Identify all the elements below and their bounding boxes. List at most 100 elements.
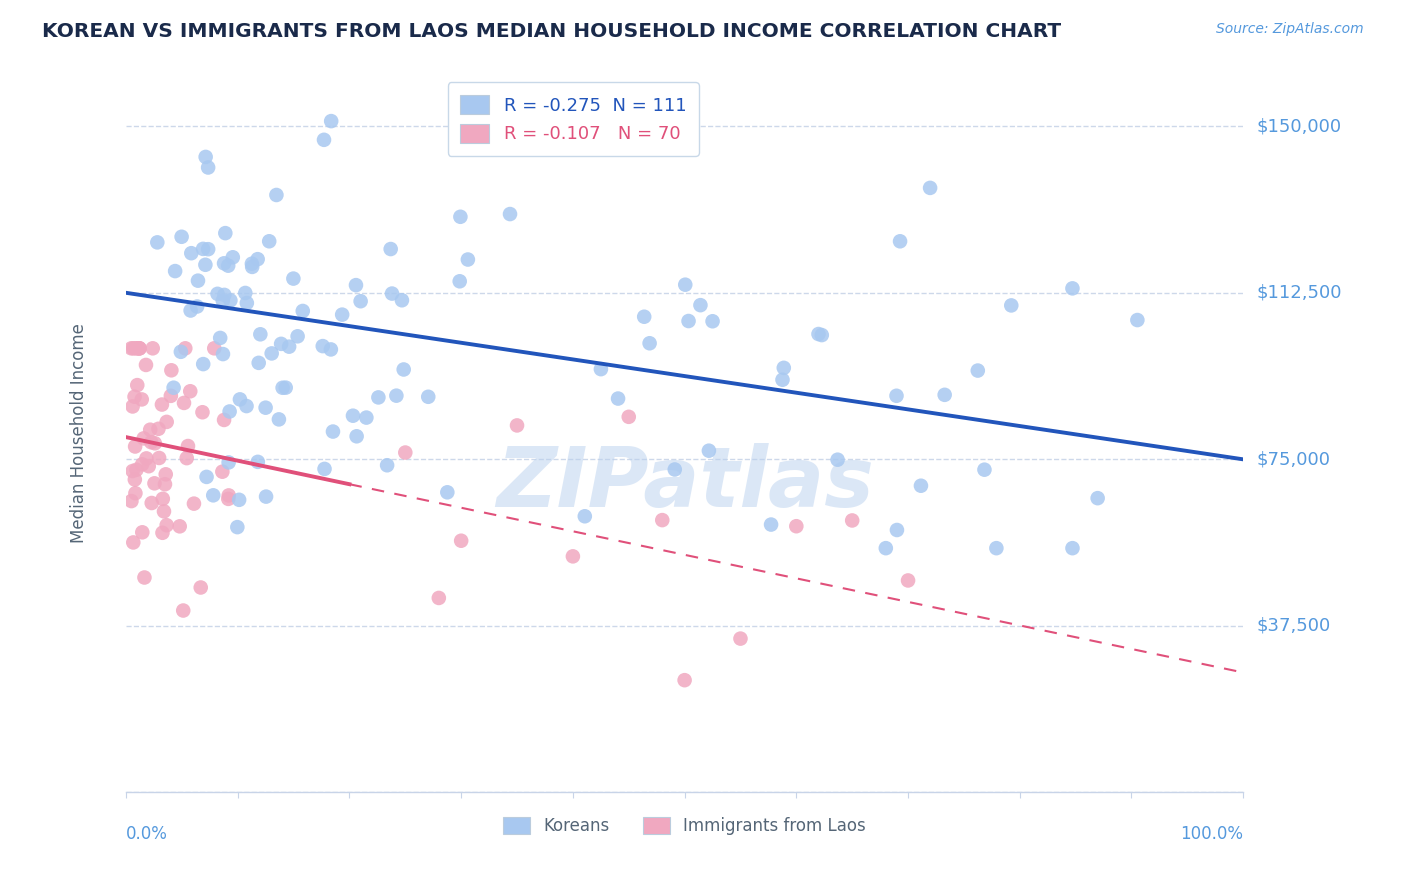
Point <box>271 381 294 395</box>
Point <box>128 341 150 355</box>
Point <box>257 234 280 248</box>
Point <box>314 462 336 476</box>
Point <box>194 150 217 164</box>
Point <box>179 384 201 399</box>
Point <box>247 356 270 370</box>
Point <box>785 519 807 533</box>
Point <box>122 535 145 549</box>
Point <box>266 188 288 202</box>
Point <box>274 381 297 395</box>
Point <box>212 347 235 361</box>
Point <box>240 257 263 271</box>
Point <box>1000 298 1022 312</box>
Point <box>235 399 257 413</box>
Point <box>148 422 170 436</box>
Point <box>973 463 995 477</box>
Point <box>134 570 156 584</box>
Point <box>260 346 283 360</box>
Point <box>772 360 794 375</box>
Point <box>673 673 696 688</box>
Point <box>875 541 897 556</box>
Point <box>633 310 655 324</box>
Point <box>267 412 290 426</box>
Point <box>759 517 782 532</box>
Point <box>897 574 920 588</box>
Point <box>124 440 146 454</box>
Point <box>561 549 583 564</box>
Point <box>349 294 371 309</box>
Point <box>246 455 269 469</box>
Point <box>148 450 170 465</box>
Point <box>367 391 389 405</box>
Point <box>155 467 177 482</box>
Point <box>150 398 173 412</box>
Text: $150,000: $150,000 <box>1257 117 1341 136</box>
Legend: Koreans, Immigrants from Laos: Koreans, Immigrants from Laos <box>496 810 873 842</box>
Point <box>827 452 849 467</box>
Point <box>312 339 335 353</box>
Point <box>381 286 404 301</box>
Point <box>186 300 208 314</box>
Point <box>449 274 471 288</box>
Point <box>146 235 169 250</box>
Point <box>209 331 232 345</box>
Text: ZIPatlas: ZIPatlas <box>496 442 873 524</box>
Point <box>193 357 215 371</box>
Point <box>934 388 956 402</box>
Point <box>697 443 720 458</box>
Point <box>195 470 218 484</box>
Point <box>120 341 142 355</box>
Point <box>187 274 209 288</box>
Point <box>131 458 153 472</box>
Point <box>394 445 416 459</box>
Point <box>254 490 277 504</box>
Point <box>152 525 174 540</box>
Point <box>120 494 142 508</box>
Point <box>330 308 353 322</box>
Point <box>176 451 198 466</box>
Point <box>152 491 174 506</box>
Text: KOREAN VS IMMIGRANTS FROM LAOS MEDIAN HOUSEHOLD INCOME CORRELATION CHART: KOREAN VS IMMIGRANTS FROM LAOS MEDIAN HO… <box>42 22 1062 41</box>
Point <box>143 476 166 491</box>
Point <box>322 425 344 439</box>
Point <box>651 513 673 527</box>
Point <box>124 390 146 404</box>
Point <box>131 525 153 540</box>
Point <box>170 344 193 359</box>
Point <box>218 404 240 418</box>
Point <box>127 378 149 392</box>
Point <box>283 271 305 285</box>
Point <box>385 389 408 403</box>
Point <box>291 304 314 318</box>
Point <box>170 229 193 244</box>
Point <box>160 363 183 377</box>
Point <box>197 242 219 256</box>
Point <box>222 250 245 264</box>
Point <box>124 486 146 500</box>
Point <box>212 413 235 427</box>
Point <box>135 451 157 466</box>
Point <box>436 485 458 500</box>
Point <box>966 363 988 377</box>
Point <box>391 293 413 308</box>
Point <box>191 242 214 256</box>
Point <box>172 603 194 617</box>
Point <box>886 523 908 537</box>
Point <box>124 473 146 487</box>
Point <box>730 632 752 646</box>
Point <box>772 373 794 387</box>
Point <box>342 409 364 423</box>
Point <box>202 341 225 355</box>
Point <box>1062 281 1084 295</box>
Point <box>450 533 472 548</box>
Point <box>131 392 153 407</box>
Point <box>427 591 450 605</box>
Text: $75,000: $75,000 <box>1257 450 1330 468</box>
Point <box>169 519 191 533</box>
Point <box>617 409 640 424</box>
Point <box>138 459 160 474</box>
Point <box>153 504 176 518</box>
Point <box>142 341 165 355</box>
Point <box>141 435 163 450</box>
Point <box>236 296 259 310</box>
